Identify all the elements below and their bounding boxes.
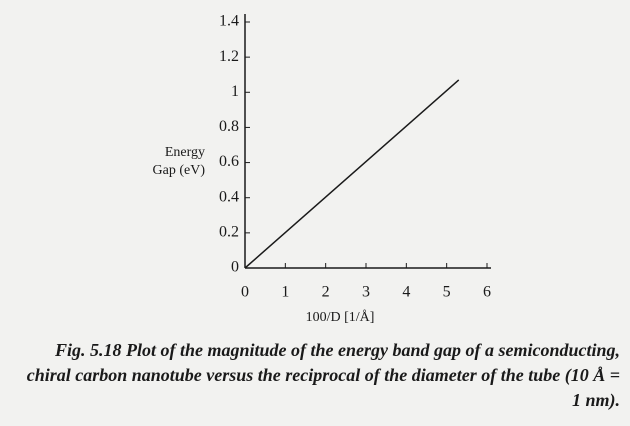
y-tick-label: 0.4 bbox=[219, 188, 239, 205]
y-tick-label: 0.2 bbox=[219, 224, 239, 241]
x-tick-label: 5 bbox=[443, 284, 451, 301]
y-axis-label: Gap (eV) bbox=[153, 163, 206, 178]
y-tick-label: 1 bbox=[231, 83, 239, 100]
x-axis-label: 100/D [1/Å] bbox=[306, 309, 375, 325]
data-line bbox=[244, 79, 460, 269]
caption: Fig. 5.18 Plot of the magnitude of the e… bbox=[26, 340, 620, 410]
y-tick-label: 0.8 bbox=[219, 118, 239, 135]
y-tick-label: 1.2 bbox=[219, 48, 239, 65]
chart: 0 0.2 0.4 0.6 0.8 1 1.2 1.4 0 1 2 3 4 5 6 Energy Gap (eV… bbox=[153, 13, 491, 325]
y-tick-label: 0 bbox=[231, 259, 239, 276]
x-tick-label: 4 bbox=[402, 284, 410, 301]
y-tick-label: 1.4 bbox=[219, 13, 239, 30]
x-tick-label: 2 bbox=[322, 284, 330, 301]
x-tick-label: 3 bbox=[362, 284, 370, 301]
y-tick-label: 0.6 bbox=[219, 153, 239, 170]
x-tick-label: 0 bbox=[241, 284, 249, 301]
x-tick-label: 1 bbox=[281, 284, 289, 301]
y-axis-label: Energy bbox=[165, 145, 205, 160]
x-tick-label: 6 bbox=[483, 284, 491, 301]
